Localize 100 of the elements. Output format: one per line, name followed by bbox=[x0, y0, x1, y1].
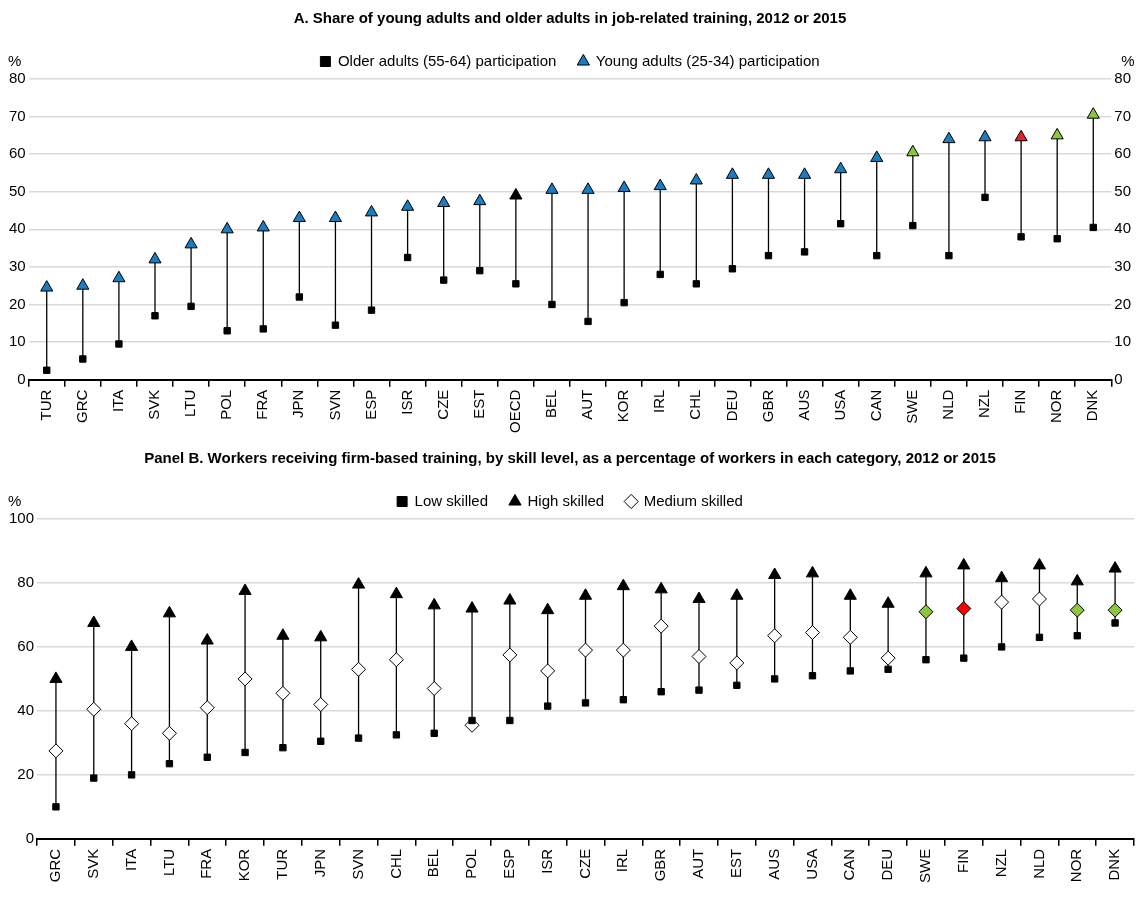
x-tick-label: CHL bbox=[386, 848, 404, 879]
point bbox=[800, 248, 809, 256]
y-tick-label: 20 bbox=[17, 765, 35, 783]
point bbox=[1069, 602, 1085, 618]
x-tick-label: GBR bbox=[651, 848, 669, 882]
point bbox=[1032, 557, 1046, 570]
point bbox=[615, 642, 631, 658]
legend-label: Older adults (55-64) participation bbox=[337, 51, 557, 69]
point bbox=[223, 327, 231, 335]
x-tick-label: CAN bbox=[866, 389, 884, 422]
point bbox=[541, 602, 555, 615]
point bbox=[617, 180, 631, 192]
point bbox=[473, 193, 487, 206]
x-tick-label: IRL bbox=[650, 389, 668, 414]
y2-tick-label: 0 bbox=[1114, 369, 1123, 387]
point bbox=[909, 221, 917, 230]
point bbox=[115, 340, 123, 348]
x-tick-label: LTU bbox=[159, 848, 177, 877]
point bbox=[994, 594, 1010, 610]
point bbox=[1108, 561, 1122, 573]
y-tick-label: 20 bbox=[9, 294, 26, 312]
x-tick-label: ISR bbox=[397, 389, 415, 415]
point bbox=[317, 737, 325, 745]
x-tick-label: GRC bbox=[46, 848, 64, 883]
y-axis-title: % bbox=[8, 491, 22, 509]
point bbox=[200, 633, 214, 645]
point bbox=[620, 298, 628, 307]
point bbox=[426, 681, 442, 697]
point bbox=[544, 702, 552, 710]
point bbox=[728, 265, 737, 273]
legend-label: Young adults (25-34) participation bbox=[595, 51, 820, 69]
y-tick-label: 70 bbox=[9, 106, 26, 124]
x-tick-label: CZE bbox=[433, 389, 451, 420]
x-tick-label: BEL bbox=[424, 848, 442, 878]
point bbox=[184, 236, 198, 249]
point bbox=[388, 652, 404, 668]
point bbox=[1070, 573, 1084, 586]
y-tick-label: 40 bbox=[17, 701, 35, 719]
point bbox=[1053, 235, 1061, 243]
point bbox=[237, 671, 253, 687]
point bbox=[437, 195, 451, 208]
point bbox=[957, 557, 971, 570]
point bbox=[1107, 602, 1123, 618]
point bbox=[545, 182, 559, 194]
x-tick-label: NZL bbox=[991, 848, 1009, 878]
x-tick-label: DEU bbox=[722, 389, 740, 422]
point bbox=[162, 605, 176, 618]
x-tick-label: ESP bbox=[500, 848, 517, 879]
point bbox=[52, 803, 60, 811]
point bbox=[1014, 129, 1028, 142]
y-tick-label: 80 bbox=[9, 69, 26, 87]
legend-label: Medium skilled bbox=[643, 491, 743, 509]
point bbox=[798, 167, 812, 179]
point bbox=[578, 642, 594, 658]
point bbox=[654, 581, 668, 594]
x-tick-label: FIN bbox=[953, 848, 971, 873]
point bbox=[653, 178, 667, 191]
point bbox=[279, 744, 287, 752]
point bbox=[692, 591, 706, 603]
point bbox=[112, 270, 126, 283]
x-tick-label: JPN bbox=[310, 848, 328, 878]
point bbox=[476, 266, 484, 275]
point bbox=[313, 697, 329, 712]
point bbox=[292, 210, 306, 223]
point bbox=[161, 725, 177, 741]
point bbox=[275, 685, 291, 701]
x-tick-label: SWE bbox=[902, 389, 920, 424]
y2-tick-label: 80 bbox=[1114, 69, 1131, 87]
x-tick-label: SVK bbox=[145, 389, 163, 420]
point bbox=[768, 567, 782, 579]
point bbox=[392, 731, 401, 739]
point bbox=[86, 701, 102, 717]
x-tick-label: IRL bbox=[613, 848, 631, 873]
x-tick-label: NOR bbox=[1067, 848, 1085, 883]
point bbox=[40, 280, 54, 292]
point bbox=[430, 729, 438, 737]
point bbox=[767, 628, 783, 644]
point bbox=[1050, 127, 1064, 140]
point bbox=[805, 565, 820, 578]
point bbox=[389, 586, 403, 599]
point bbox=[578, 588, 593, 600]
y-tick-label: 80 bbox=[17, 573, 35, 591]
point bbox=[241, 748, 249, 757]
point bbox=[656, 270, 664, 279]
point bbox=[503, 593, 517, 605]
point bbox=[276, 628, 290, 640]
x-tick-label: ITA bbox=[121, 848, 139, 872]
point bbox=[354, 734, 363, 742]
point bbox=[49, 671, 63, 683]
x-tick-label: USA bbox=[830, 389, 848, 421]
point bbox=[906, 144, 920, 157]
point bbox=[956, 601, 972, 617]
point bbox=[997, 643, 1006, 651]
x-tick-label: SVN bbox=[325, 389, 343, 421]
x-tick-label: OECD bbox=[506, 389, 524, 434]
y2-tick-label: 10 bbox=[1114, 332, 1131, 350]
x-tick-label: LTU bbox=[181, 389, 199, 417]
y-axis-title: % bbox=[8, 51, 22, 69]
point bbox=[187, 302, 195, 311]
point bbox=[584, 317, 592, 326]
